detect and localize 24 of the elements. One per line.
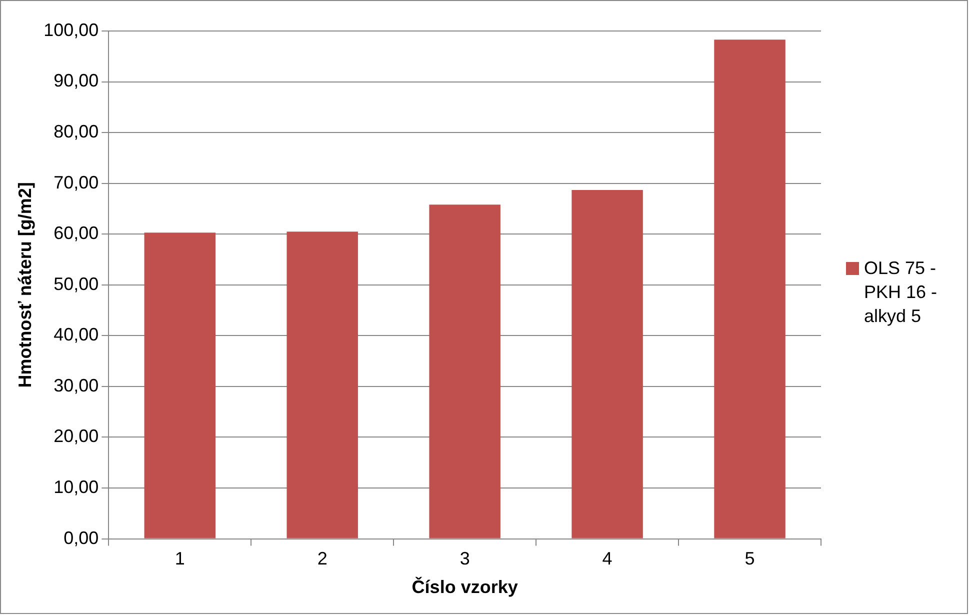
y-tick-label: 40,00 [54,324,99,345]
x-tick-label: 3 [460,548,470,569]
y-tick-label: 100,00 [44,20,99,40]
y-tick-label: 80,00 [54,122,99,142]
bar [429,204,500,538]
y-tick-label: 20,00 [54,426,99,446]
y-tick-label: 90,00 [54,70,99,91]
y-axis-title: Hmotnosť náteru [g/m2] [14,182,35,388]
x-tick-label: 5 [744,548,755,569]
y-tick-label: 60,00 [54,223,99,244]
bar [572,190,643,538]
y-tick-label: 50,00 [54,274,99,294]
x-axis-title: Číslo vzorky [412,576,518,598]
y-tick-label: 30,00 [54,375,99,396]
x-tick-label: 2 [317,548,328,569]
legend-label: OLS 75 - PKH 16 - alkyd 5 [864,257,938,328]
x-tick-label: 1 [174,548,185,569]
x-tick-label: 4 [602,548,612,569]
bar [286,232,358,538]
bar [714,40,786,538]
y-tick-label: 10,00 [54,476,99,497]
bar [144,232,216,538]
y-tick-label: 70,00 [54,172,99,192]
y-tick-label: 0,00 [64,528,99,548]
